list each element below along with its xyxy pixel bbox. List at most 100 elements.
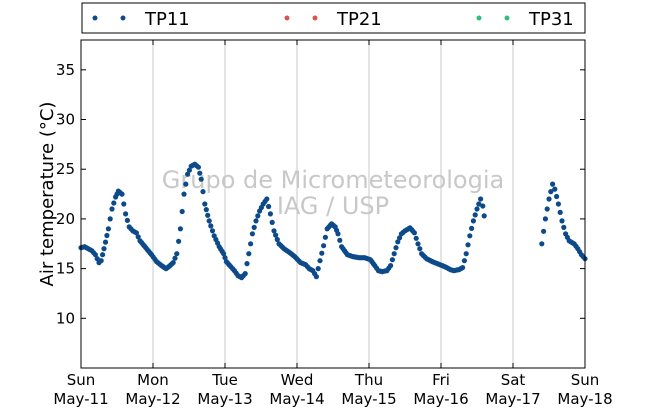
data-point — [465, 242, 471, 248]
data-point — [554, 193, 560, 200]
y-tick-label: 25 — [56, 160, 75, 178]
legend-marker — [504, 15, 510, 21]
data-point — [557, 209, 563, 215]
data-point — [413, 235, 419, 241]
data-point — [474, 206, 480, 212]
data-point — [170, 260, 176, 266]
y-axis: 10 15 20 25 30 35 — [56, 61, 585, 327]
data-point — [388, 263, 394, 269]
data-point — [335, 231, 341, 237]
data-point — [253, 218, 259, 224]
y-axis-title: Air temperature (°C) — [37, 102, 58, 287]
x-tick-label-date: May-18 — [557, 390, 612, 408]
data-point — [460, 265, 466, 271]
data-point — [246, 251, 252, 257]
x-tick-label-day: Tue — [211, 371, 238, 389]
data-point — [221, 251, 227, 257]
data-point — [269, 219, 275, 225]
data-point — [469, 225, 475, 231]
data-point — [222, 255, 228, 261]
data-point — [119, 191, 125, 197]
data-point — [177, 226, 183, 232]
legend-marker — [120, 15, 126, 21]
data-point — [208, 223, 214, 229]
y-tick-label: 10 — [56, 309, 75, 327]
data-point — [179, 208, 185, 215]
x-tick-label-date: May-11 — [53, 390, 108, 408]
plot-frame — [80, 39, 586, 369]
data-point — [198, 176, 204, 182]
y-tick-label: 30 — [56, 111, 75, 129]
data-point — [105, 226, 111, 232]
data-point — [181, 191, 187, 197]
data-point — [200, 189, 206, 195]
data-point — [539, 241, 545, 247]
y-tick-label: 35 — [56, 61, 75, 79]
data-point — [248, 241, 254, 247]
data-point — [481, 213, 487, 219]
data-point — [315, 266, 321, 272]
watermark-line-1: Grupo de Micrometeorologia — [162, 166, 504, 194]
data-point — [244, 261, 250, 267]
x-tick-label-date: May-13 — [197, 390, 252, 408]
legend-marker — [476, 15, 482, 21]
data-point — [389, 257, 395, 263]
data-point — [100, 252, 106, 258]
data-point — [337, 237, 343, 243]
data-point — [266, 203, 272, 210]
data-point — [317, 258, 323, 264]
legend-label: TP11 — [144, 9, 190, 30]
x-tick-label-day: Fri — [432, 371, 450, 389]
data-point — [98, 258, 104, 264]
data-point — [322, 234, 328, 240]
x-tick-label-date: May-15 — [341, 390, 396, 408]
x-tick-label-day: Sun — [67, 371, 96, 389]
legend-label: TP21 — [336, 9, 382, 30]
x-tick-label-date: May-14 — [269, 390, 324, 408]
legend-frame — [81, 2, 586, 34]
data-point — [251, 224, 257, 230]
data-point — [472, 212, 478, 218]
data-point — [202, 201, 208, 207]
data-point — [395, 239, 401, 245]
data-points — [78, 161, 588, 281]
legend: TP11 TP21 TP31 — [81, 2, 586, 34]
data-point — [313, 274, 319, 280]
data-point — [104, 232, 110, 239]
data-point — [541, 228, 547, 234]
data-point — [92, 252, 98, 258]
legend-marker — [312, 15, 318, 21]
data-point — [546, 196, 552, 202]
data-point — [480, 203, 486, 209]
data-point — [107, 216, 113, 222]
data-point — [109, 206, 115, 212]
x-tick-label-day: Sun — [571, 371, 600, 389]
watermark-line-2: IAG / USP — [277, 192, 389, 220]
data-point — [102, 239, 109, 245]
data-point — [101, 246, 107, 252]
data-point — [264, 196, 270, 202]
data-point — [397, 235, 403, 241]
data-point — [478, 196, 484, 202]
x-axis: SunMay-11MonMay-12TueMay-13WedMay-14ThuM… — [53, 40, 613, 408]
x-tick-label-day: Thu — [354, 371, 383, 389]
data-point — [255, 213, 261, 219]
data-point — [548, 189, 554, 195]
data-point — [271, 228, 277, 234]
data-point — [274, 236, 280, 243]
data-point — [542, 216, 549, 222]
legend-marker — [284, 15, 290, 21]
data-point — [135, 234, 141, 240]
data-point — [123, 211, 129, 217]
x-tick-label-day: Mon — [137, 371, 169, 389]
data-point — [186, 167, 192, 173]
data-point — [552, 186, 558, 192]
data-point — [391, 251, 397, 257]
x-tick-label-day: Wed — [281, 371, 314, 389]
vertical-gridlines — [152, 40, 514, 368]
legend-label: TP31 — [528, 9, 574, 30]
data-point — [476, 201, 482, 207]
data-point — [411, 230, 417, 236]
data-point — [111, 200, 117, 206]
